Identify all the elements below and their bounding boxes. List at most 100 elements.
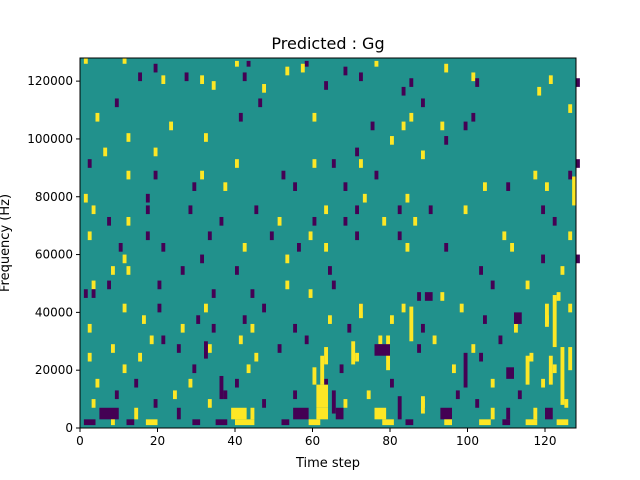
heatmap-cell-83 bbox=[541, 205, 546, 215]
heatmap-cell-20 bbox=[475, 78, 480, 87]
heatmap-cell-96 bbox=[269, 231, 274, 241]
heatmap-cell-11 bbox=[138, 72, 143, 82]
heatmap-cell-235 bbox=[502, 419, 511, 426]
heatmap-cell-126 bbox=[331, 280, 336, 290]
heatmap-cell-190 bbox=[390, 378, 394, 388]
heatmap-cell-57 bbox=[200, 170, 205, 180]
heatmap-cell-45 bbox=[103, 147, 108, 157]
heatmap-cell-15 bbox=[471, 72, 476, 82]
heatmap-cell-175 bbox=[254, 352, 259, 362]
heatmap-cell-258 bbox=[204, 341, 208, 359]
heatmap-cell-113 bbox=[541, 254, 546, 264]
heatmap-cell-41 bbox=[126, 133, 131, 142]
heatmap-cell-74 bbox=[91, 205, 96, 215]
heatmap-cell-30 bbox=[568, 104, 573, 113]
heatmap-cell-116 bbox=[126, 266, 131, 275]
heatmap-cell-242 bbox=[351, 341, 356, 365]
heatmap-cell-252 bbox=[552, 295, 557, 348]
heatmap-cell-191 bbox=[490, 378, 495, 388]
heatmap-cell-210 bbox=[176, 407, 181, 420]
heatmap-cell-3 bbox=[246, 60, 251, 67]
heatmap-cell-201 bbox=[153, 399, 158, 408]
heatmap-cell-204 bbox=[343, 399, 348, 408]
x-tick-label-60: 60 bbox=[305, 434, 320, 448]
heatmap-cell-21 bbox=[409, 78, 414, 87]
heatmap-cell-253 bbox=[525, 355, 530, 385]
heatmap-cell-68 bbox=[545, 182, 549, 191]
heatmap-cell-71 bbox=[362, 193, 367, 203]
heatmap-cell-112 bbox=[285, 254, 290, 264]
heatmap-cell-55 bbox=[126, 170, 131, 180]
heatmap-cell-228 bbox=[235, 419, 255, 426]
heatmap-cell-250 bbox=[568, 347, 573, 371]
heatmap-cell-256 bbox=[324, 347, 329, 365]
heatmap-cell-251 bbox=[545, 303, 549, 327]
heatmap-cell-221 bbox=[545, 407, 553, 420]
heatmap-cell-81 bbox=[428, 205, 433, 215]
y-axis-label: Frequency (Hz) bbox=[0, 194, 13, 292]
heatmap-cell-147 bbox=[242, 315, 247, 324]
heatmap-cell-8 bbox=[444, 63, 449, 73]
heatmap-cell-105 bbox=[297, 243, 301, 252]
heatmap-cell-104 bbox=[242, 243, 247, 252]
heatmap-cell-212 bbox=[250, 407, 255, 420]
x-axis: 0 20 40 60 80 100 120 bbox=[76, 428, 556, 448]
heatmap-cell-197 bbox=[366, 390, 371, 400]
heatmap-cell-230 bbox=[308, 419, 321, 426]
heatmap-cell-169 bbox=[207, 344, 212, 353]
heatmap-cell-202 bbox=[207, 399, 212, 408]
heatmap-cell-4 bbox=[304, 60, 309, 67]
x-tick-label-120: 120 bbox=[534, 434, 557, 448]
heatmap-cell-189 bbox=[324, 378, 329, 388]
heatmap-cell-203 bbox=[262, 399, 267, 408]
heatmap-cell-188 bbox=[235, 378, 239, 388]
heatmap-cell-35 bbox=[471, 112, 476, 122]
heatmap-cell-173 bbox=[87, 352, 92, 362]
heatmap-cell-121 bbox=[560, 266, 565, 275]
heatmap-cell-156 bbox=[293, 323, 298, 333]
heatmap-cell-218 bbox=[490, 407, 495, 420]
heatmap-cell-26 bbox=[262, 84, 267, 93]
heatmap-cell-103 bbox=[161, 243, 166, 252]
y-tick-label-0: 0 bbox=[65, 421, 73, 435]
heatmap-cell-14 bbox=[359, 72, 363, 82]
heatmap-cell-82 bbox=[463, 205, 468, 215]
heatmap-cell-229 bbox=[281, 419, 290, 426]
y-tick-label-40000: 40000 bbox=[35, 305, 73, 319]
heatmap-cell-70 bbox=[145, 193, 150, 203]
heatmap-cell-59 bbox=[374, 170, 379, 180]
x-tick-label-0: 0 bbox=[76, 434, 84, 448]
heatmap-cell-144 bbox=[568, 303, 573, 313]
heatmap-cell-9 bbox=[285, 66, 290, 76]
heatmap-cell-211 bbox=[231, 407, 247, 420]
heatmap-cell-238 bbox=[316, 384, 329, 408]
heatmap-cell-166 bbox=[498, 335, 503, 345]
heatmap-cell-245 bbox=[409, 306, 414, 342]
heatmap-cell-46 bbox=[153, 147, 158, 157]
heatmap-cell-32 bbox=[238, 112, 243, 122]
plot-frame bbox=[79, 57, 577, 429]
heatmap-cell-110 bbox=[122, 254, 127, 264]
heatmap-cells bbox=[83, 58, 580, 426]
heatmap-cell-158 bbox=[421, 323, 425, 333]
heatmap-cell-206 bbox=[475, 399, 480, 408]
heatmap-cell-16 bbox=[161, 75, 166, 85]
heatmap-cell-165 bbox=[432, 335, 437, 345]
heatmap-cell-19 bbox=[576, 78, 580, 87]
heatmap-cell-249 bbox=[548, 355, 553, 385]
heatmap-cell-123 bbox=[107, 280, 112, 290]
x-tick-label-100: 100 bbox=[456, 434, 479, 448]
heatmap-cell-248 bbox=[560, 347, 565, 405]
heatmap-cell-216 bbox=[374, 407, 387, 420]
heatmap-cell-233 bbox=[444, 419, 452, 426]
heatmap-cell-37 bbox=[370, 121, 375, 131]
heatmap-cell-125 bbox=[285, 280, 290, 290]
heatmap-cell-178 bbox=[529, 352, 534, 362]
heatmap-cell-195 bbox=[223, 390, 228, 400]
heatmap-cell-40 bbox=[463, 121, 468, 131]
heatmap-cell-257 bbox=[219, 375, 224, 400]
heatmap-cell-107 bbox=[405, 243, 410, 252]
heatmap-cell-224 bbox=[126, 419, 135, 426]
heatmap-cell-85 bbox=[126, 216, 131, 226]
heatmap-cell-174 bbox=[138, 352, 143, 362]
